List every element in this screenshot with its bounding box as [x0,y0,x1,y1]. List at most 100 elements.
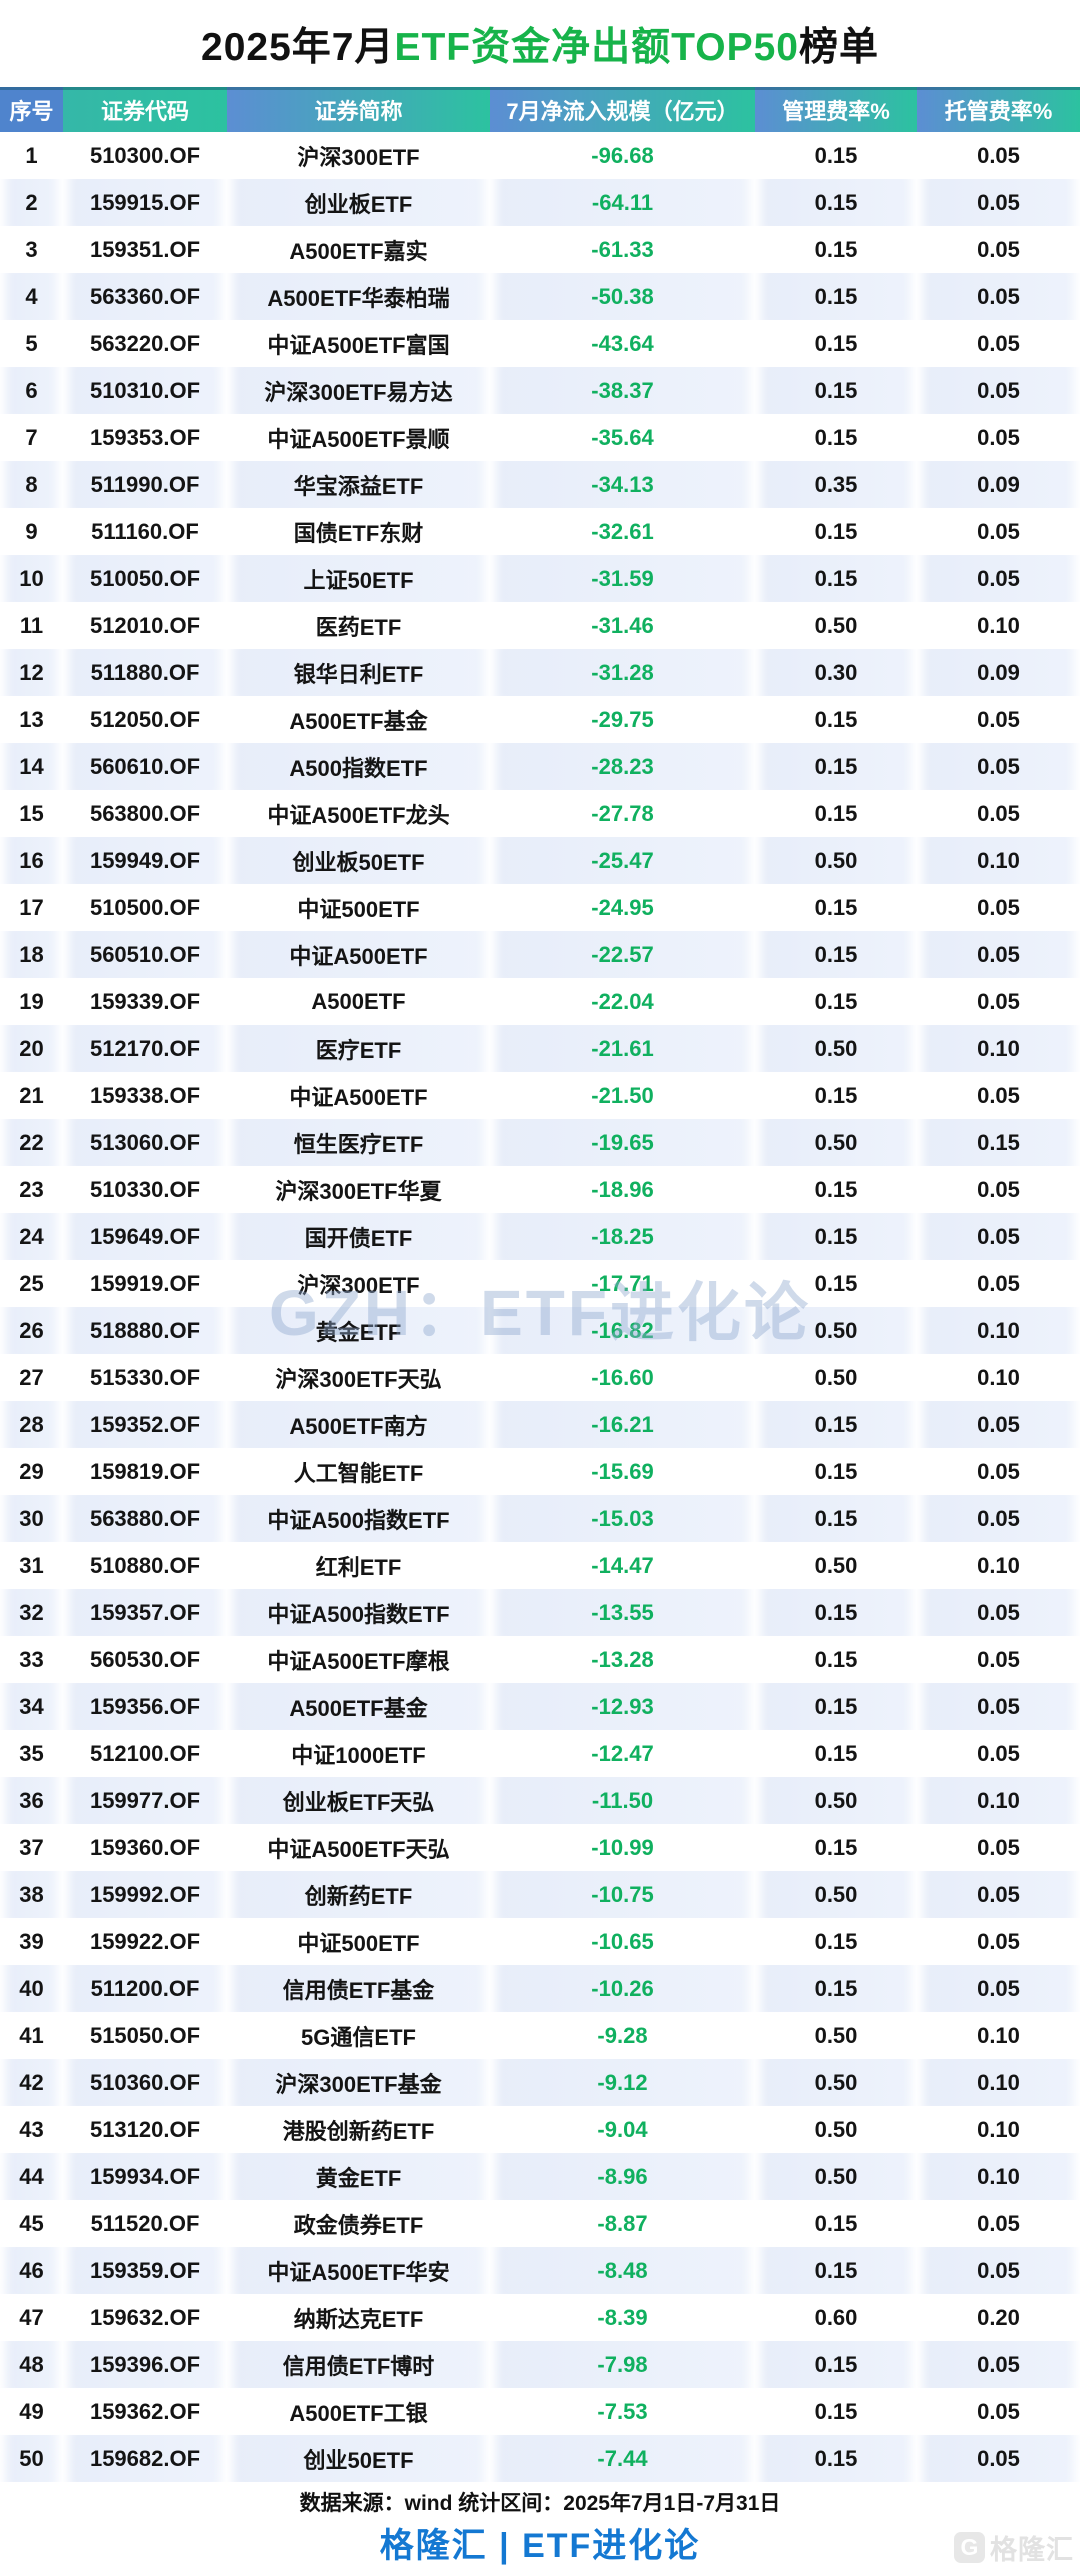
rank-cell: 46 [0,2247,63,2294]
rank-cell: 24 [0,1213,63,1260]
rank-cell: 35 [19,1740,44,1766]
table-row: 16 159949.OF 创业板50ETF -25.47 0.50 0.10 [0,837,1080,884]
title-prefix: 2025年7月 [201,25,395,69]
custody-fee-cell: 0.05 [917,555,1080,602]
flow-cell: -7.53 [597,2398,648,2424]
code-cell: 159339.OF [89,988,201,1014]
flow-cell: -21.61 [490,1025,755,1072]
flow-cell: -12.93 [490,1683,755,1730]
rank-cell: 20 [0,1025,63,1072]
custody-fee-cell: 0.05 [977,518,1020,544]
flow-cell: -13.28 [591,1646,654,1672]
mgmt-fee-cell: 0.15 [755,1213,917,1260]
flow-cell: -31.59 [490,555,755,602]
table-row: 2 159915.OF 创业板ETF -64.11 0.15 0.05 [0,179,1080,226]
mgmt-fee-cell: 0.50 [814,1552,858,1578]
table-row: 20 512170.OF 医疗ETF -21.61 0.50 0.10 [0,1025,1080,1072]
mgmt-fee-cell: 0.15 [755,179,917,226]
table-row: 31 510880.OF 红利ETF -14.47 0.50 0.10 [0,1542,1080,1589]
mgmt-fee-cell: 0.15 [814,236,858,262]
table-row: 46 159359.OF 中证A500ETF华安 -8.48 0.15 0.05 [0,2247,1080,2294]
mgmt-fee-cell: 0.15 [755,273,917,320]
name-cell: 黄金ETF [227,2153,490,2200]
rank-cell: 7 [25,424,38,450]
custody-fee-cell: 0.05 [977,236,1020,262]
rank-cell: 30 [0,1495,63,1542]
rank-cell: 48 [0,2341,63,2388]
code-cell: 510330.OF [89,1176,201,1202]
custody-fee-cell: 0.05 [977,2210,1020,2236]
rank-cell: 32 [0,1589,63,1636]
table-row: 3 159351.OF A500ETF嘉实 -61.33 0.15 0.05 [0,226,1080,273]
flow-cell: -15.03 [490,1495,755,1542]
code-cell: 563800.OF [89,800,201,826]
mgmt-fee-cell: 0.15 [814,706,858,732]
custody-fee-cell: 0.05 [977,1740,1020,1766]
name-cell: 创业板ETF [227,179,490,226]
custody-fee-cell: 0.05 [977,2398,1020,2424]
mgmt-fee-cell: 0.15 [755,1683,917,1730]
code-cell: 512010.OF [89,612,201,638]
rank-cell: 28 [0,1401,63,1448]
rank-cell: 19 [19,988,44,1014]
mgmt-fee-cell: 0.15 [755,1589,917,1636]
table-row: 19 159339.OF A500ETF -22.04 0.15 0.05 [0,978,1080,1025]
rank-cell: 21 [19,1082,44,1108]
code-cell: 159362.OF [89,2398,201,2424]
custody-fee-cell: 0.10 [917,1777,1080,1824]
code-cell: 510880.OF [89,1552,201,1578]
custody-fee-cell: 0.05 [917,2247,1080,2294]
name-cell: 沪深300ETF易方达 [227,367,490,414]
mgmt-fee-cell: 0.15 [814,1082,858,1108]
code-cell: 159922.OF [89,1928,201,1954]
flow-cell: -96.68 [591,142,654,168]
mgmt-fee-cell: 0.50 [814,2022,858,2048]
header-custody-fee: 托管费率% [917,87,1080,132]
table-row: 30 563880.OF 中证A500指数ETF -15.03 0.15 0.05 [0,1495,1080,1542]
title-highlight: ETF资金净出额TOP50 [394,25,799,69]
flow-cell: -10.75 [490,1871,755,1918]
table-row: 42 510360.OF 沪深300ETF基金 -9.12 0.50 0.10 [0,2059,1080,2106]
custody-fee-cell: 0.05 [977,988,1020,1014]
table-row: 44 159934.OF 黄金ETF -8.96 0.50 0.10 [0,2153,1080,2200]
mgmt-fee-cell: 0.15 [814,330,858,356]
custody-fee-cell: 0.05 [977,1176,1020,1202]
custody-fee-cell: 0.05 [917,931,1080,978]
flow-cell: -22.57 [490,931,755,978]
mgmt-fee-cell: 0.15 [755,367,917,414]
name-cell: 沪深300ETF基金 [227,2059,490,2106]
rank-cell: 3 [25,236,38,262]
name-cell: A500ETF工银 [289,2400,428,2426]
rank-cell: 37 [19,1834,44,1860]
table-row: 26 518880.OF 黄金ETF -16.82 0.50 0.10 [0,1307,1080,1354]
code-cell: 518880.OF [63,1307,227,1354]
mgmt-fee-cell: 0.50 [755,2059,917,2106]
name-cell: 中证500ETF [297,1930,420,1956]
table-row: 49 159362.OF A500ETF工银 -7.53 0.15 0.05 [0,2388,1080,2435]
custody-fee-cell: 0.05 [977,142,1020,168]
mgmt-fee-cell: 0.15 [755,1401,917,1448]
name-cell: A500ETF嘉实 [289,238,428,264]
code-cell: 512170.OF [63,1025,227,1072]
name-cell: 中证A500ETF富国 [267,332,450,358]
rank-cell: 27 [19,1364,44,1390]
table-row: 4 563360.OF A500ETF华泰柏瑞 -50.38 0.15 0.05 [0,273,1080,320]
custody-fee-cell: 0.05 [917,1965,1080,2012]
code-cell: 512050.OF [89,706,201,732]
custody-fee-cell: 0.05 [917,273,1080,320]
rank-cell: 13 [19,706,44,732]
flow-cell: -18.96 [591,1176,654,1202]
custody-fee-cell: 0.05 [977,1834,1020,1860]
name-cell: A500ETF基金 [289,708,428,734]
custody-fee-cell: 0.05 [917,1683,1080,1730]
custody-fee-cell: 0.05 [977,1270,1020,1296]
flow-cell: -31.46 [591,612,654,638]
table-row: 7 159353.OF 中证A500ETF景顺 -35.64 0.15 0.05 [0,414,1080,461]
custody-fee-cell: 0.05 [917,1495,1080,1542]
name-cell: 中证A500指数ETF [227,1495,490,1542]
flow-cell: -8.87 [597,2210,648,2236]
code-cell: 159949.OF [63,837,227,884]
name-cell: 沪深300ETF华夏 [275,1178,442,1204]
code-cell: 513120.OF [89,2116,201,2142]
rank-cell: 5 [25,330,38,356]
